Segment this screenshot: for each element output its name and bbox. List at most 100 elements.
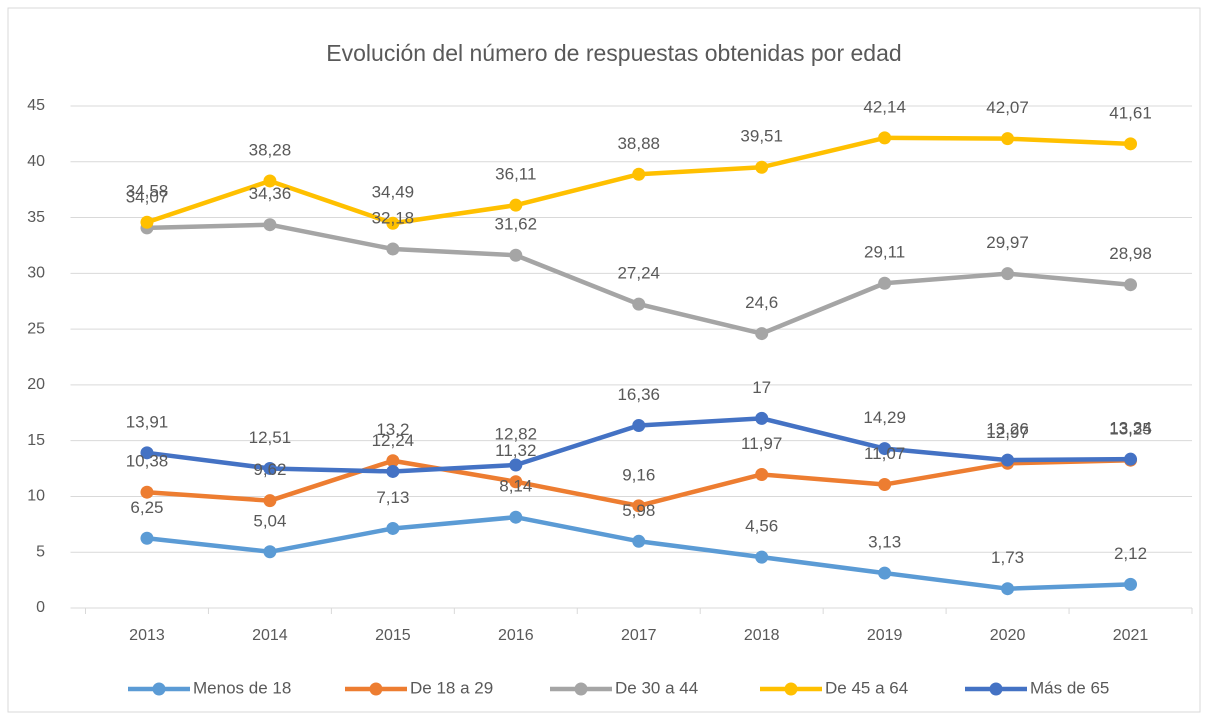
legend-label: De 18 a 29 xyxy=(410,678,493,697)
x-tick-label: 2020 xyxy=(990,627,1026,644)
y-tick-label: 25 xyxy=(27,320,45,337)
x-tick-label: 2015 xyxy=(375,627,411,644)
data-label: 34,07 xyxy=(126,187,169,206)
data-point xyxy=(1124,137,1138,151)
data-point xyxy=(263,218,277,232)
data-label: 13,25 xyxy=(1109,420,1152,439)
legend-label: De 45 a 64 xyxy=(825,678,908,697)
legend-marker xyxy=(989,682,1003,696)
data-point xyxy=(140,531,154,545)
data-label: 5,98 xyxy=(622,501,655,520)
data-label: 17 xyxy=(752,378,771,397)
data-label: 13,2 xyxy=(376,420,409,439)
legend-marker xyxy=(574,682,588,696)
legend-marker xyxy=(369,682,383,696)
data-label: 7,13 xyxy=(376,488,409,507)
data-point xyxy=(878,276,892,290)
data-label: 10,38 xyxy=(126,452,169,471)
data-point xyxy=(755,550,769,564)
legend-label: Menos de 18 xyxy=(193,678,291,697)
data-label: 8,14 xyxy=(499,477,532,496)
data-point xyxy=(140,446,154,460)
data-point xyxy=(263,545,277,559)
data-point xyxy=(263,174,277,188)
data-label: 27,24 xyxy=(617,264,660,283)
data-point xyxy=(263,461,277,475)
data-label: 12,97 xyxy=(986,423,1029,442)
data-label: 12,82 xyxy=(495,424,538,443)
data-label: 13,34 xyxy=(1109,419,1152,438)
x-tick-label: 2013 xyxy=(129,627,165,644)
data-point xyxy=(386,521,400,535)
data-point xyxy=(386,454,400,468)
data-point xyxy=(632,167,646,181)
data-point xyxy=(632,534,646,548)
data-point xyxy=(755,327,769,341)
data-label: 11,97 xyxy=(741,434,782,453)
data-point xyxy=(1001,132,1015,146)
data-label: 1,73 xyxy=(991,548,1024,567)
data-point xyxy=(1001,453,1015,467)
y-tick-label: 20 xyxy=(27,376,45,393)
data-point xyxy=(509,475,523,489)
y-tick-label: 35 xyxy=(27,209,45,226)
data-point xyxy=(1124,278,1138,292)
data-point xyxy=(509,458,523,472)
data-label: 9,16 xyxy=(622,465,655,484)
x-tick-label: 2019 xyxy=(867,627,903,644)
y-tick-label: 0 xyxy=(36,599,45,616)
data-label: 34,49 xyxy=(372,183,415,202)
data-label: 5,04 xyxy=(253,511,286,530)
data-label: 38,88 xyxy=(617,134,660,153)
chart-title: Evolución del número de respuestas obten… xyxy=(326,40,901,66)
data-label: 29,11 xyxy=(864,243,905,262)
data-point xyxy=(509,248,523,262)
data-label: 41,61 xyxy=(1109,103,1152,122)
data-point xyxy=(1124,452,1138,466)
data-label: 32,18 xyxy=(372,208,415,227)
data-label: 28,98 xyxy=(1109,244,1152,263)
legend-label: De 30 a 44 xyxy=(615,678,698,697)
data-label: 34,36 xyxy=(249,184,292,203)
data-point xyxy=(509,510,523,524)
data-label: 11,07 xyxy=(864,444,905,463)
data-label: 16,36 xyxy=(617,385,660,404)
data-label: 13,26 xyxy=(986,420,1029,439)
data-point xyxy=(1001,582,1015,596)
data-label: 3,13 xyxy=(868,533,901,552)
y-tick-label: 5 xyxy=(36,543,45,560)
data-label: 24,6 xyxy=(745,293,778,312)
x-tick-label: 2018 xyxy=(744,627,780,644)
data-label: 39,51 xyxy=(740,127,783,146)
y-tick-label: 45 xyxy=(27,97,45,114)
chart-border xyxy=(7,7,1201,713)
data-point xyxy=(878,566,892,580)
data-point xyxy=(878,131,892,145)
legend-marker xyxy=(784,682,798,696)
data-point xyxy=(386,464,400,478)
data-point xyxy=(386,216,400,230)
data-label: 12,51 xyxy=(249,428,292,447)
legend-label: Más de 65 xyxy=(1030,678,1109,697)
data-point xyxy=(755,160,769,174)
data-point xyxy=(632,499,646,513)
y-tick-label: 10 xyxy=(27,488,45,505)
data-label: 42,14 xyxy=(863,97,906,116)
data-point xyxy=(878,442,892,456)
data-label: 6,25 xyxy=(130,498,163,517)
data-label: 12,24 xyxy=(372,431,415,450)
x-tick-label: 2016 xyxy=(498,627,534,644)
data-label: 34,58 xyxy=(126,182,169,201)
data-point xyxy=(140,485,154,499)
data-label: 13,91 xyxy=(126,412,169,431)
y-tick-label: 30 xyxy=(27,265,45,282)
data-point xyxy=(509,198,523,212)
data-point xyxy=(386,242,400,256)
data-label: 31,62 xyxy=(495,215,538,234)
data-label: 11,32 xyxy=(495,441,536,460)
data-point xyxy=(1001,267,1015,281)
data-label: 9,62 xyxy=(253,460,286,479)
data-label: 38,28 xyxy=(249,140,292,159)
data-point xyxy=(878,478,892,492)
y-tick-label: 40 xyxy=(27,153,45,170)
